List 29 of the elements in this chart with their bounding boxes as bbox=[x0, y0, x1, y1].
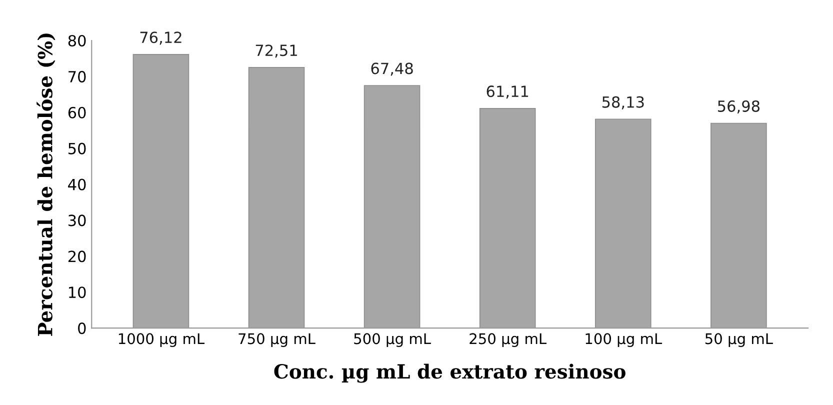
bar bbox=[479, 108, 536, 328]
y-axis-title: Percentual de hemolóse (%) bbox=[36, 34, 56, 336]
bar bbox=[710, 122, 767, 328]
y-tick-label: 30 bbox=[68, 214, 86, 226]
bar bbox=[594, 118, 652, 328]
bar bbox=[132, 54, 190, 328]
x-tick-label: 750 µg mL bbox=[238, 333, 316, 348]
x-tick-label: 100 µg mL bbox=[586, 333, 662, 348]
y-tick-label: 70 bbox=[68, 70, 86, 82]
data-label: 56,98 bbox=[718, 100, 760, 114]
data-label: 58,13 bbox=[602, 96, 644, 110]
data-label: 61,11 bbox=[486, 86, 528, 99]
y-tick-label: 10 bbox=[69, 286, 86, 298]
y-tick-label: 50 bbox=[68, 142, 86, 154]
y-tick-label: 20 bbox=[68, 250, 86, 262]
x-tick-label: 50 µg mL bbox=[705, 333, 773, 348]
data-label: 76,12 bbox=[140, 32, 182, 45]
y-tick-label: 60 bbox=[68, 106, 86, 118]
data-label: 72,51 bbox=[256, 44, 297, 58]
x-tick-label: 500 µg mL bbox=[354, 333, 431, 348]
y-tick-label: 40 bbox=[68, 178, 86, 190]
y-tick-label: 80 bbox=[68, 34, 86, 47]
bar bbox=[248, 67, 305, 328]
x-tick-label: 250 µg mL bbox=[470, 333, 546, 348]
bar bbox=[364, 85, 420, 328]
x-axis-title: Conc. µg mL de extrato resinoso bbox=[274, 364, 626, 383]
x-tick-label: 1000 µg mL bbox=[118, 333, 205, 348]
y-tick-label: 0 bbox=[78, 322, 86, 334]
data-label: 67,48 bbox=[371, 62, 413, 76]
